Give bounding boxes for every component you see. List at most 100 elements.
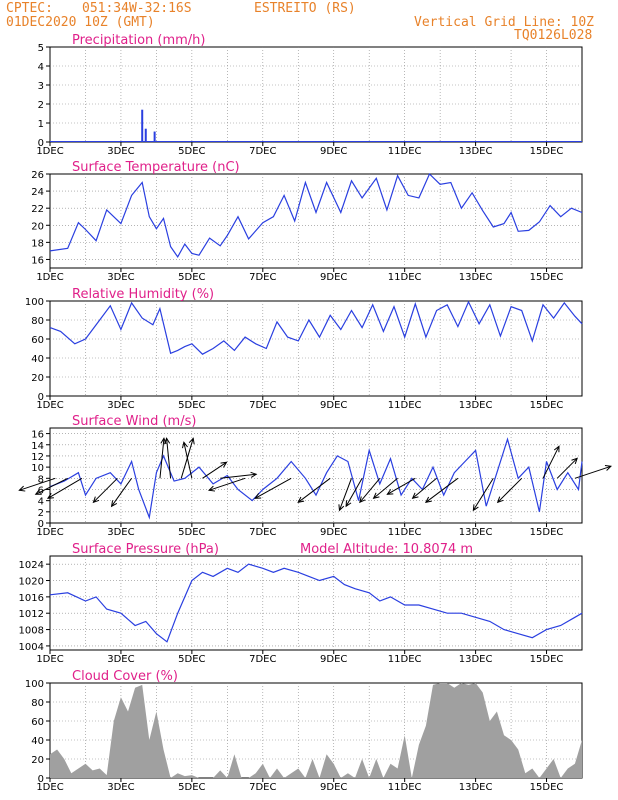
wind-vector [542, 446, 560, 479]
wind-vector [359, 477, 381, 503]
wind-vector-head [34, 489, 42, 495]
precip-xtick-label: 11DEC [388, 146, 422, 157]
cloud-xtick-label: 1DEC [36, 782, 63, 793]
wind-vector [472, 478, 494, 511]
temp-frame [49, 173, 583, 269]
cloud-ytick-label: 100 [25, 679, 44, 690]
rh-ytick-label: 0 [38, 392, 44, 403]
precip-xtick-label: 9DEC [320, 146, 347, 157]
rh-xtick-label: 7DEC [249, 400, 276, 411]
cloud-ytick-label: 0 [38, 774, 44, 785]
cloud-title: Cloud Cover (%) [72, 669, 178, 684]
cloud-ytick-label: 60 [31, 717, 44, 728]
temp-title: Surface Temperature (nC) [72, 160, 240, 175]
rh-title: Relative Humidity (%) [72, 287, 214, 302]
wind-vector-head [472, 504, 479, 512]
wind-vector-head [297, 496, 305, 503]
grid-note: Vertical Grid Line: 10Z [414, 15, 595, 30]
wind-vector-head [496, 496, 504, 504]
precip-ytick-label: 4 [38, 62, 44, 73]
rh-xtick-label: 9DEC [320, 400, 347, 411]
wind-vector [556, 457, 578, 479]
precip-ytick-label: 1 [38, 119, 44, 130]
wind-ytick-label: 4 [38, 497, 44, 508]
wind-xtick-label: 3DEC [107, 527, 134, 538]
wind-title: Surface Wind (m/s) [72, 414, 196, 429]
cloud-xtick-label: 13DEC [459, 782, 493, 793]
rh-xtick-label: 1DEC [36, 400, 63, 411]
precip-ytick-label: 0 [38, 138, 44, 149]
precip-bar [141, 109, 144, 142]
rh-xtick-label: 5DEC [178, 400, 205, 411]
precip-xtick-label: 13DEC [459, 146, 493, 157]
cloud-ytick-label: 20 [31, 755, 44, 766]
wind-ytick-label: 2 [38, 508, 44, 519]
temp-xtick-label: 15DEC [530, 272, 564, 283]
wind-vector-head [359, 496, 366, 504]
precip-frame [49, 46, 583, 143]
pres-ytick-label: 1016 [19, 593, 44, 604]
precip-title: Precipitation (mm/h) [72, 33, 205, 48]
wind-vector-head [110, 500, 118, 508]
wind-vector-head [345, 500, 352, 508]
wind-vector [47, 477, 83, 499]
temp-ytick-label: 26 [31, 170, 44, 181]
wind-xtick-label: 13DEC [459, 527, 493, 538]
precip-xtick-label: 5DEC [178, 146, 205, 157]
pres-xtick-label: 9DEC [320, 654, 347, 665]
precip-bar [144, 128, 147, 142]
wind-vector [166, 438, 172, 479]
temp-xtick-label: 11DEC [388, 272, 422, 283]
wind-vector-head [386, 489, 394, 495]
wind-vector [254, 477, 292, 499]
temp-ytick-label: 18 [31, 238, 44, 249]
wind-vector [35, 477, 68, 495]
wind-xtick-label: 5DEC [178, 527, 205, 538]
pres-series-line [49, 563, 583, 643]
precip-ytick-label: 2 [38, 100, 44, 111]
cloud-xtick-label: 3DEC [107, 782, 134, 793]
wind-vector [373, 477, 398, 499]
pres-xtick-label: 13DEC [459, 654, 493, 665]
wind-vector-head [553, 445, 560, 453]
precip-xtick-label: 7DEC [249, 146, 276, 157]
coords-label: 051:34W-32:16S [82, 1, 192, 16]
wind-vector [345, 478, 363, 507]
pres-xtick-label: 3DEC [107, 654, 134, 665]
wind-xtick-label: 9DEC [320, 527, 347, 538]
temp-ytick-label: 24 [31, 187, 44, 198]
wind-ytick-label: 0 [38, 519, 44, 530]
cloud-xtick-label: 11DEC [388, 782, 422, 793]
wind-vector-head [92, 496, 100, 504]
wind-ytick-label: 16 [31, 430, 44, 441]
rh-ytick-label: 60 [31, 335, 44, 346]
pres-ytick-label: 1024 [19, 560, 44, 571]
pres-ytick-label: 1012 [19, 609, 44, 620]
wind-ytick-label: 6 [38, 485, 44, 496]
pres-ytick-label: 1004 [19, 642, 44, 653]
wind-vector-head [604, 465, 612, 471]
wind-vector-head [220, 461, 228, 468]
pres-xtick-label: 7DEC [249, 654, 276, 665]
wind-frame [49, 427, 583, 524]
wind-series-line [49, 437, 583, 520]
wind-vector-head [411, 492, 419, 500]
rh-xtick-label: 15DEC [530, 400, 564, 411]
wind-vector [425, 477, 459, 503]
pres-xtick-label: 11DEC [388, 654, 422, 665]
wind-ytick-label: 14 [31, 441, 44, 452]
wind-vector-head [164, 437, 171, 445]
rh-xtick-label: 13DEC [459, 400, 493, 411]
wind-vector [208, 477, 246, 491]
wind-vector [183, 442, 193, 479]
wind-vector [202, 461, 227, 479]
wind-vector-head [424, 496, 432, 503]
rh-ytick-label: 20 [31, 373, 44, 384]
wind-vector [159, 438, 165, 479]
wind-ytick-label: 8 [38, 474, 44, 485]
temp-series-line [49, 172, 583, 259]
rh-series-line [49, 300, 583, 355]
temp-xtick-label: 9DEC [320, 272, 347, 283]
temp-ytick-label: 20 [31, 221, 44, 232]
